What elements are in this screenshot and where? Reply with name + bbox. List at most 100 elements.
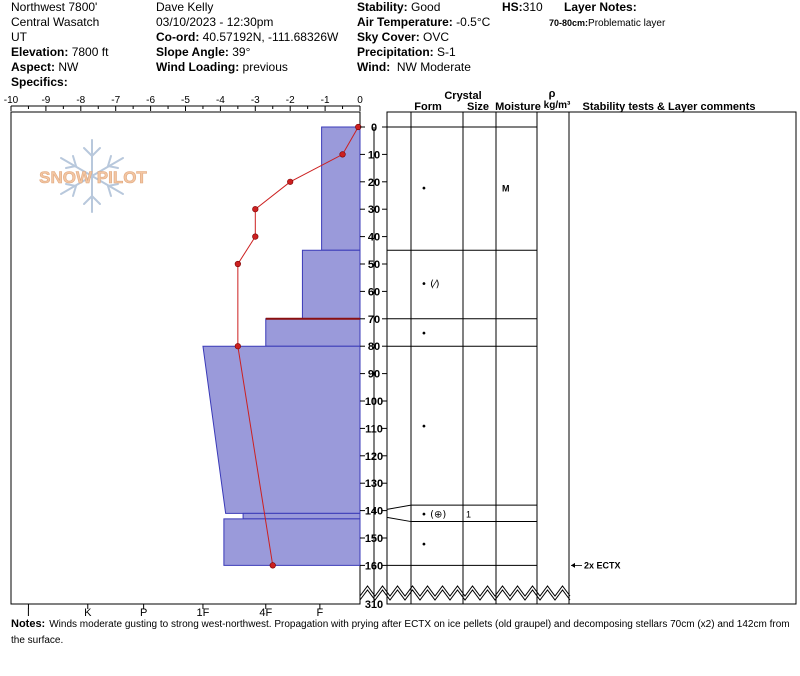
crystal-table-frame <box>386 111 797 605</box>
depth-tick-label: 120 <box>365 451 383 463</box>
temperature-point <box>234 343 241 350</box>
slope-value: 39° <box>232 45 251 59</box>
coord-value: 40.57192N, -111.68326W <box>202 30 339 44</box>
depth-break-label: 310 <box>365 599 383 611</box>
specifics: Specifics: <box>11 75 108 90</box>
hardness-layer <box>265 318 361 347</box>
hardness-layer <box>242 512 361 520</box>
sky-label: Sky Cover: <box>357 30 420 44</box>
slope-label: Slope Angle: <box>156 45 229 59</box>
table-grid <box>386 112 570 604</box>
depth-tick-label: 150 <box>365 533 383 545</box>
depth-tick-label: 110 <box>365 423 383 435</box>
stability-test-label: 2x ECTX <box>584 560 621 570</box>
snowflake-icon <box>60 139 124 213</box>
temperature-tick-label: -4 <box>216 95 225 106</box>
hs-label: HS: <box>502 0 523 14</box>
layer-note-text: Problematic layer <box>588 18 666 29</box>
crystal-form: • <box>421 183 427 194</box>
hardness-layer <box>223 518 361 566</box>
depth-tick-label: 70 <box>368 314 380 326</box>
wind-loading-label: Wind Loading: <box>156 60 240 74</box>
temperature-point <box>339 151 346 158</box>
range: Central Wasatch <box>11 15 100 29</box>
snowpilot-logo: SNOW PILOT <box>39 139 148 213</box>
elevation-value: 7800 ft <box>71 45 109 59</box>
wind-loading: Wind Loading: previous <box>156 60 338 75</box>
layer-notes-label: Layer Notes: <box>564 0 637 14</box>
header-hs: HS:310 <box>502 0 543 15</box>
temperature-point <box>252 206 259 213</box>
notes-text: Winds moderate gusting to strong west-no… <box>11 619 790 646</box>
precipitation: Precipitation: S-1 <box>357 45 490 60</box>
temperature-tick-label: -3 <box>251 95 260 106</box>
temperature-tick-label: -9 <box>41 95 50 106</box>
temperature-tick-label: -6 <box>146 95 155 106</box>
stability-value: Good <box>411 0 441 14</box>
air-temp-label: Air Temperature: <box>357 15 453 29</box>
hardness-tick-label: F <box>316 607 323 619</box>
sky-cover: Sky Cover: OVC <box>357 30 490 45</box>
location: Northwest 7800' <box>11 0 98 14</box>
header-density-unit: kg/m³ <box>544 100 571 111</box>
coordinates: Co-ord: 40.57192N, -111.68326W <box>156 30 338 45</box>
temperature-point <box>269 562 276 569</box>
crystal-form: • (⊕) <box>421 509 446 520</box>
precip-value: S-1 <box>437 45 456 59</box>
temperature-axis: -10 -9 -8 -7 -6 -5 -4 -3 -2 -1 0 <box>4 95 363 111</box>
hardness-tick-label: P <box>140 607 147 619</box>
hardness-layers <box>202 126 361 566</box>
header-crystal: Crystal <box>444 90 481 102</box>
notes-section: Notes: Winds moderate gusting to strong w… <box>11 616 796 649</box>
crystal-form: • <box>421 329 427 340</box>
temperature-tick-label: -8 <box>76 95 85 106</box>
depth-tick-label: 30 <box>368 204 380 216</box>
header-col3: Stability: Good Air Temperature: -0.5°C … <box>357 0 490 75</box>
state: UT <box>11 30 27 44</box>
aspect-value: NW <box>58 60 79 74</box>
stability: Stability: Good <box>357 0 490 15</box>
hardness-tick-label: 1F <box>197 607 210 619</box>
crystal-form: • (⁄) <box>421 279 440 290</box>
weak-layer-top-line <box>386 504 537 510</box>
hardness-layer <box>321 126 361 251</box>
stability-test-arrow <box>571 562 575 568</box>
elevation-label: Elevation: <box>11 45 69 59</box>
precip-label: Precipitation: <box>357 45 434 59</box>
temperature-tick-label: -1 <box>321 95 330 106</box>
temperature-line <box>237 126 359 566</box>
temperature-tick-label: -10 <box>4 95 19 106</box>
temperature-tick-label: -2 <box>286 95 295 106</box>
header-size: Size <box>467 101 489 113</box>
temperature-point <box>287 178 294 185</box>
specifics-label: Specifics: <box>11 75 68 89</box>
depth-axis: 0 10 20 30 40 50 60 70 80 90 100 110 120 130 140 150 160… <box>359 122 571 611</box>
wind-label: Wind: <box>357 60 391 74</box>
temperature-tick-label: -7 <box>111 95 120 106</box>
header-col2: Dave Kelly 03/10/2023 - 12:30pm Co-ord: … <box>156 0 338 75</box>
depth-tick-label: 0 <box>371 122 377 134</box>
wind-loading-value: previous <box>242 60 288 74</box>
depth-tick-label: 130 <box>365 478 383 490</box>
notes-label: Notes: <box>11 618 46 630</box>
aspect: Aspect: NW <box>11 60 108 75</box>
header-moisture: Moisture <box>495 101 541 113</box>
air-temperature: Air Temperature: -0.5°C <box>357 15 490 30</box>
wind: Wind: NW Moderate <box>357 60 490 75</box>
wind-value: NW Moderate <box>396 60 471 74</box>
depth-tick-label: 100 <box>365 396 383 408</box>
hardness-tick-label: I <box>27 607 30 619</box>
depth-tick-label: 20 <box>368 177 380 189</box>
logo-text: SNOW PILOT <box>39 168 147 187</box>
depth-tick-label: 160 <box>365 560 383 572</box>
weak-layer-bottom-line <box>386 516 537 523</box>
depth-tick-label: 140 <box>365 506 383 518</box>
depth-break-zigzag <box>359 589 571 601</box>
air-temp-value: -0.5°C <box>456 15 491 29</box>
aspect-label: Aspect: <box>11 60 56 74</box>
hardness-tick-label: K <box>84 607 92 619</box>
header-comments: Stability tests & Layer comments <box>582 101 755 113</box>
header-form: Form <box>414 101 442 113</box>
slope-angle: Slope Angle: 39° <box>156 45 338 60</box>
